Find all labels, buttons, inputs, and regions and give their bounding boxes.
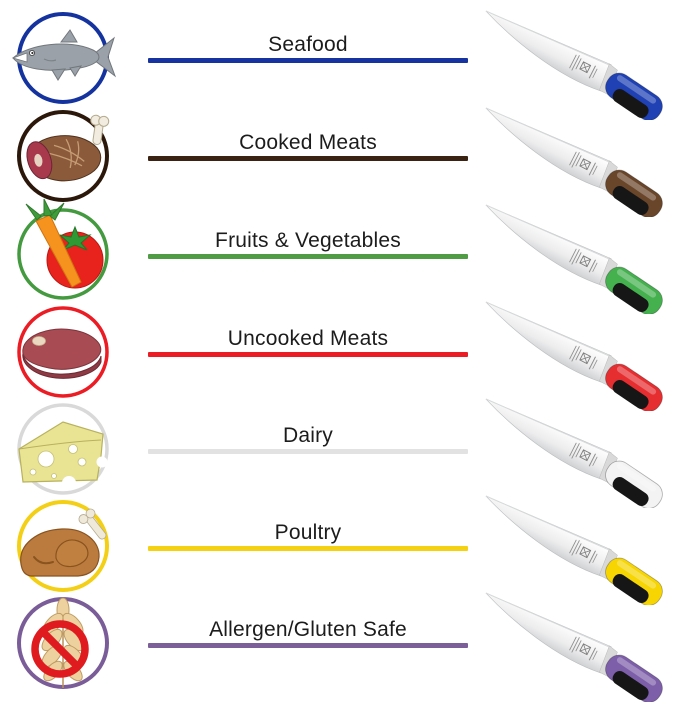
cheese-icon [17, 403, 109, 495]
category-row-produce: Fruits & Vegetables [0, 197, 679, 311]
category-color-line [148, 352, 468, 357]
raw-steak-icon [17, 306, 109, 398]
category-label: Uncooked Meats [227, 327, 389, 350]
category-label: Seafood [268, 33, 348, 56]
category-label: Cooked Meats [239, 131, 377, 154]
chef-knife-purple [482, 582, 679, 702]
carrot-tomato-icon [17, 198, 109, 300]
category-label: Fruits & Vegetables [215, 229, 401, 252]
category-color-line [148, 58, 468, 63]
turkey-icon [17, 500, 109, 592]
category-row-cooked-meats: Cooked Meats [0, 99, 679, 213]
category-label: Poultry [274, 521, 342, 544]
no-gluten-icon [17, 597, 109, 689]
ham-icon [17, 110, 110, 202]
category-label: Allergen/Gluten Safe [209, 618, 407, 641]
category-color-line [148, 546, 468, 551]
fish-icon [11, 12, 117, 104]
category-color-line [148, 643, 468, 648]
category-row-allergen-safe: Allergen/Gluten Safe [0, 586, 679, 700]
category-color-line [148, 449, 468, 454]
category-label: Dairy [282, 424, 333, 447]
category-row-uncooked-meats: Uncooked Meats [0, 295, 679, 409]
category-color-line [148, 254, 468, 259]
knife-allergen-safe [482, 582, 679, 702]
category-row-seafood: Seafood [0, 1, 679, 115]
category-row-dairy: Dairy [0, 392, 679, 506]
category-color-line [148, 156, 468, 161]
category-row-poultry: Poultry [0, 489, 679, 603]
